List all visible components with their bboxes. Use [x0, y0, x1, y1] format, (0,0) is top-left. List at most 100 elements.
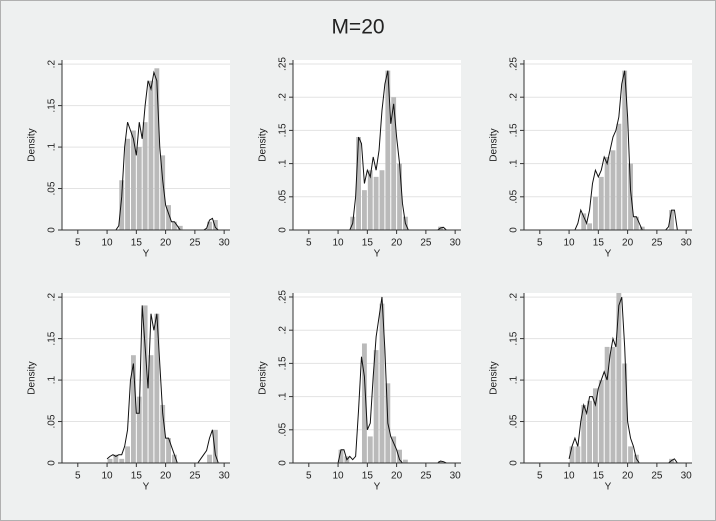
x-tick-label: 10: [333, 471, 345, 482]
panel: 0 .05 .1 .15 .2 5 10 15 20 25 30 Y Density: [27, 293, 231, 493]
x-tick-label: 30: [450, 471, 462, 482]
bar: [166, 438, 171, 463]
y-tick-label: .2: [47, 293, 58, 302]
y-tick-label: 0: [509, 227, 520, 233]
bar: [391, 436, 397, 463]
bar: [575, 446, 581, 463]
bar: [633, 216, 639, 230]
bar: [402, 459, 408, 463]
panel: 0 .05 .1 .15 .2 .25 5 10 15 20 25 30 Y Density: [258, 290, 462, 493]
x-tick-label: 30: [219, 471, 231, 482]
panel: 0 .05 .1 .15 .2 .25 5 10 15 20 25 30 Y Density: [258, 57, 462, 260]
y-tick-label: .05: [509, 189, 520, 203]
x-tick-label: 15: [131, 238, 143, 249]
y-tick-label: .2: [509, 293, 520, 302]
y-tick-label: .05: [47, 181, 58, 195]
x-tick-label: 30: [681, 471, 693, 482]
bar: [391, 97, 397, 230]
bar: [125, 446, 130, 463]
bar: [136, 147, 142, 230]
x-tick-label: 25: [189, 238, 201, 249]
bar: [569, 446, 575, 463]
figure-title: M=20: [331, 16, 384, 39]
bar: [171, 221, 177, 230]
x-tick-label: 5: [537, 471, 543, 482]
bar: [361, 343, 367, 463]
x-tick-label: 15: [593, 471, 605, 482]
y-tick-label: .2: [278, 326, 289, 335]
x-tick-label: 5: [537, 238, 543, 249]
y-tick-label: .15: [278, 356, 289, 370]
x-tick-label: 20: [391, 238, 403, 249]
x-tick-label: 30: [219, 238, 231, 249]
bar: [154, 68, 160, 230]
y-tick-label: 0: [47, 227, 58, 233]
y-axis-label: Density: [489, 361, 500, 394]
x-tick-label: 30: [450, 238, 462, 249]
bar: [171, 454, 177, 463]
x-tick-label: 5: [306, 238, 312, 249]
bar: [616, 293, 622, 463]
bar: [397, 449, 402, 463]
panel: 0 .05 .1 .15 .2 5 10 15 20 25 30 Y Density: [489, 293, 693, 493]
bar: [581, 213, 587, 230]
bar: [604, 346, 610, 463]
x-tick-label: 20: [160, 238, 172, 249]
x-tick-label: 30: [681, 238, 693, 249]
bar: [356, 137, 361, 230]
bar: [338, 449, 344, 463]
bar: [160, 155, 166, 230]
x-tick-label: 5: [75, 238, 81, 249]
bar: [166, 205, 171, 230]
bar: [616, 123, 622, 230]
y-tick-label: 0: [278, 227, 289, 233]
bar: [142, 122, 148, 230]
bar: [177, 225, 183, 230]
x-tick-label: 5: [75, 471, 81, 482]
bar: [119, 180, 125, 230]
y-tick-label: .05: [278, 189, 289, 203]
y-tick-label: .05: [47, 414, 58, 428]
y-tick-label: .1: [278, 159, 289, 168]
x-tick-label: 15: [593, 238, 605, 249]
bar: [598, 380, 604, 463]
y-tick-label: .15: [509, 123, 520, 137]
bar: [142, 305, 148, 463]
y-axis-label: Density: [27, 361, 38, 394]
y-axis-label: Density: [27, 128, 38, 161]
panel: 0 .05 .1 .15 .2 5 10 15 20 25 30 Y Density: [27, 60, 231, 260]
bar: [130, 355, 136, 463]
bar: [587, 400, 592, 463]
bar: [397, 163, 402, 230]
x-tick-label: 20: [160, 471, 172, 482]
x-tick-label: 10: [333, 238, 345, 249]
bar: [604, 156, 610, 230]
bar: [610, 346, 616, 463]
x-tick-label: 25: [651, 471, 663, 482]
y-tick-label: .2: [47, 60, 58, 69]
x-tick-label: 10: [102, 471, 114, 482]
bar: [438, 461, 443, 463]
bar: [136, 396, 142, 463]
y-axis-label: Density: [489, 128, 500, 161]
bar: [113, 454, 119, 463]
x-tick-label: 10: [564, 471, 576, 482]
y-tick-label: 0: [509, 460, 520, 466]
y-tick-label: .15: [47, 98, 58, 112]
bar: [148, 355, 154, 463]
x-tick-label: 25: [651, 238, 663, 249]
y-tick-label: .1: [509, 159, 520, 168]
x-tick-label: 15: [362, 238, 374, 249]
y-tick-label: .1: [47, 142, 58, 151]
bar: [379, 303, 385, 463]
y-tick-label: .25: [278, 290, 289, 304]
y-tick-label: .1: [278, 392, 289, 401]
bar: [119, 458, 125, 463]
bar: [207, 454, 212, 463]
y-tick-label: .15: [278, 123, 289, 137]
y-tick-label: .2: [509, 93, 520, 102]
bar: [592, 388, 598, 463]
y-tick-label: .25: [278, 57, 289, 71]
x-tick-label: 25: [420, 471, 432, 482]
